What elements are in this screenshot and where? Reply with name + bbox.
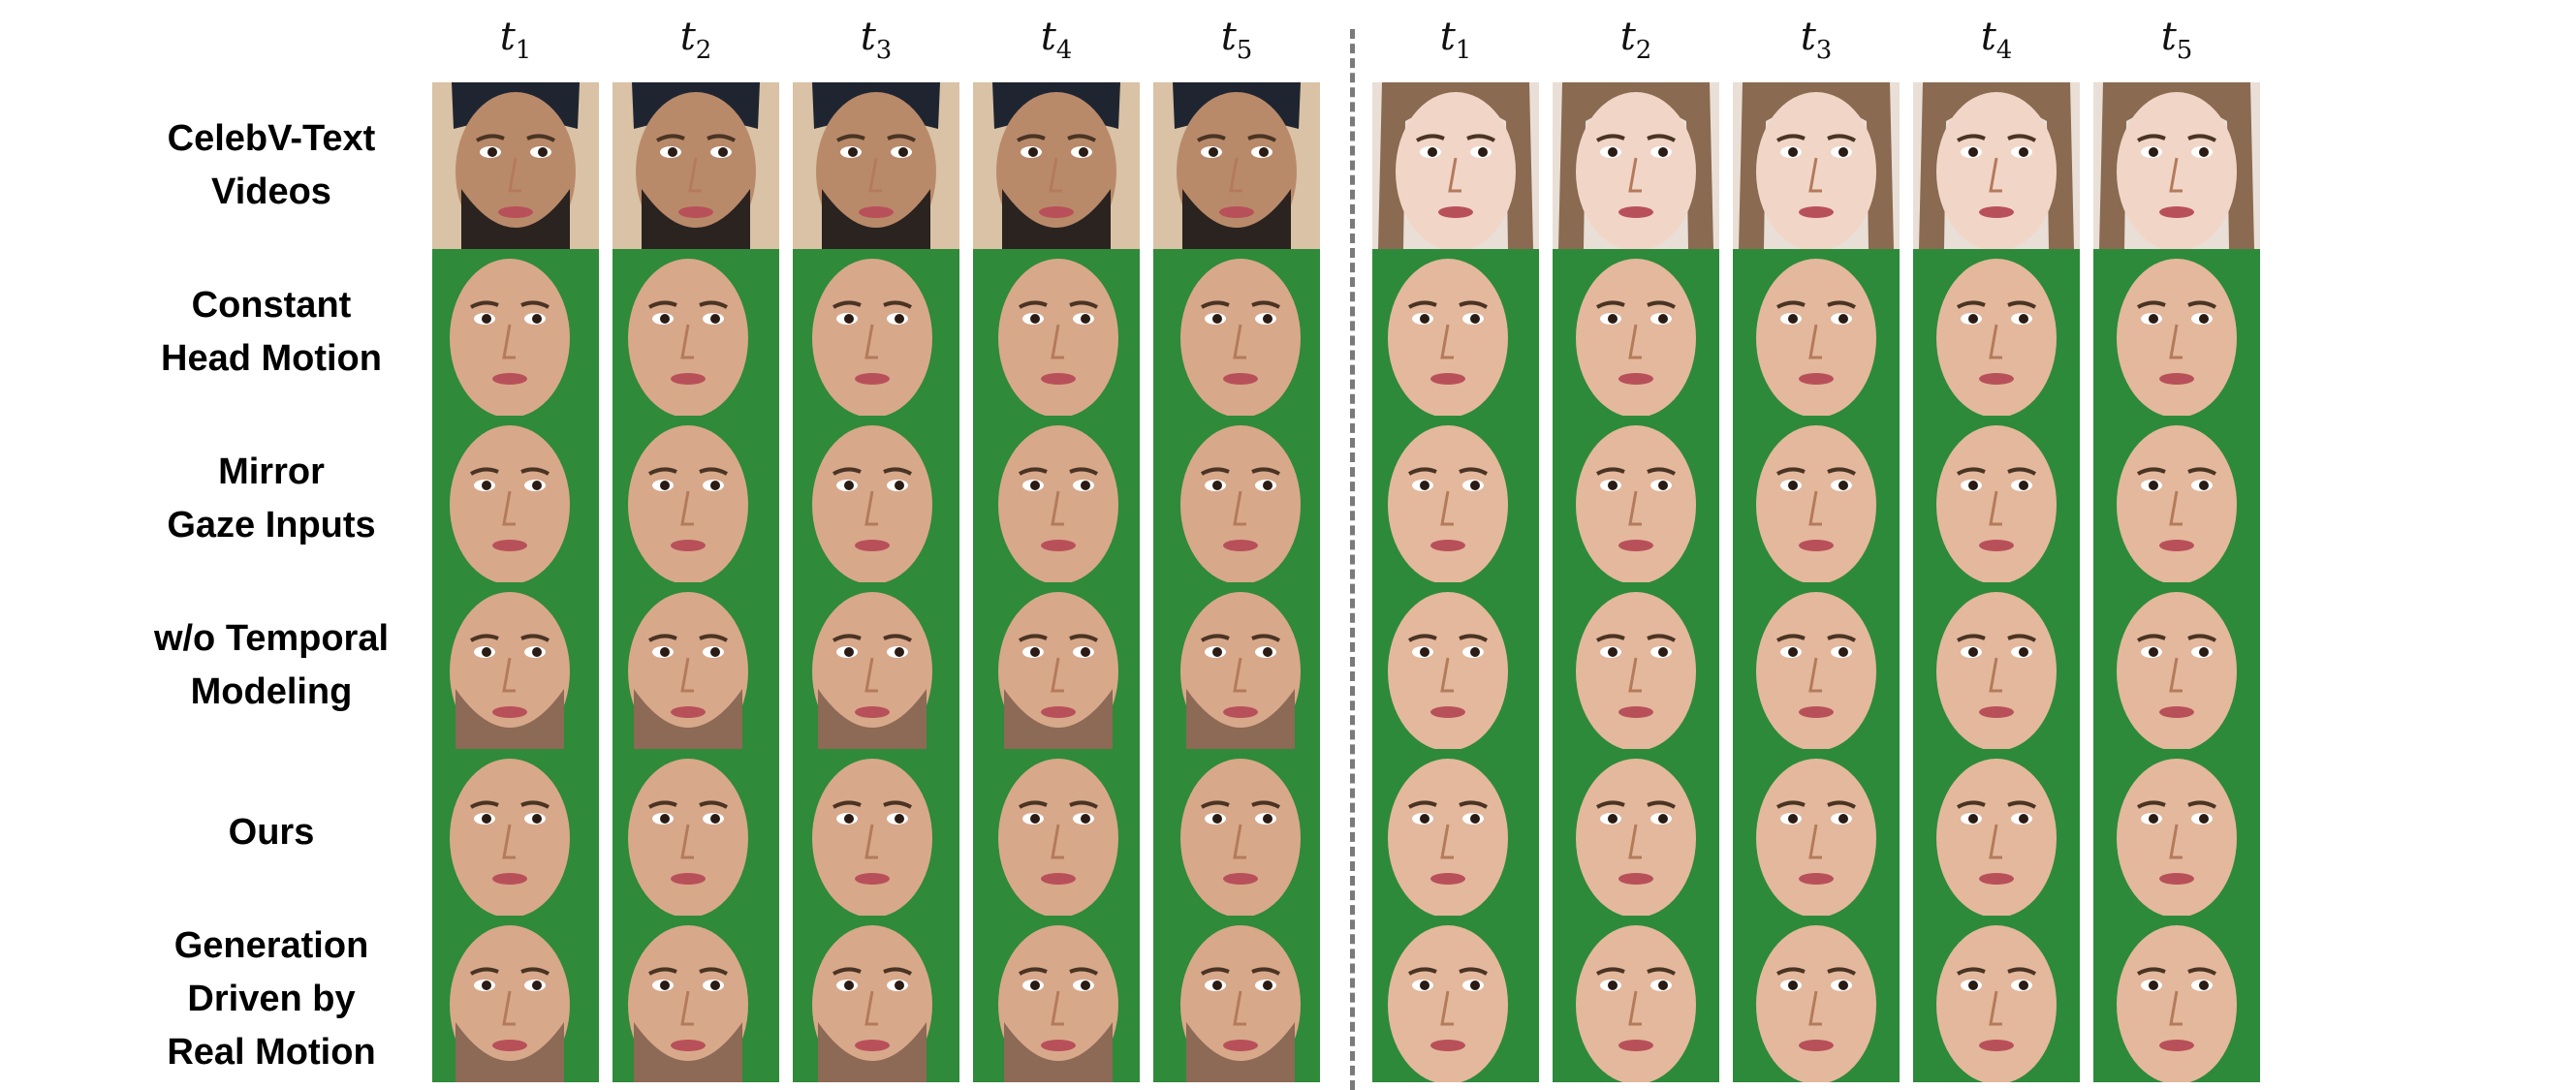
face-image-right-row3-col3 bbox=[1733, 416, 1900, 582]
face-image-left-row6-col4 bbox=[973, 916, 1140, 1082]
face-image-right-row4-col5 bbox=[2093, 582, 2260, 749]
face-image-left-row2-col4 bbox=[973, 249, 1140, 416]
group-divider bbox=[1350, 29, 1355, 1090]
face-image-left-row4-col2 bbox=[613, 582, 779, 749]
left-time-label-4: t4 bbox=[1040, 15, 1073, 65]
face-image-right-row4-col4 bbox=[1913, 582, 2080, 749]
left-time-label-5: t5 bbox=[1220, 15, 1253, 65]
face-image-right-row5-col1 bbox=[1372, 749, 1539, 916]
face-image-left-row1-col4 bbox=[973, 82, 1140, 249]
face-image-left-row6-col2 bbox=[613, 916, 779, 1082]
face-image-right-row6-col4 bbox=[1913, 916, 2080, 1082]
face-image-right-row6-col1 bbox=[1372, 916, 1539, 1082]
face-image-right-row6-col3 bbox=[1733, 916, 1900, 1082]
row-label-without-temporal-modeling: w/o Temporal Modeling bbox=[153, 618, 390, 712]
face-image-left-row1-col2 bbox=[613, 82, 779, 249]
left-time-label-3: t3 bbox=[860, 15, 893, 65]
face-image-right-row5-col5 bbox=[2093, 749, 2260, 916]
face-image-left-row6-col3 bbox=[793, 916, 959, 1082]
face-image-left-row6-col5 bbox=[1153, 916, 1320, 1082]
face-image-left-row3-col1 bbox=[432, 416, 599, 582]
face-image-left-row4-col1 bbox=[432, 582, 599, 749]
face-image-left-row1-col5 bbox=[1153, 82, 1320, 249]
face-image-left-row5-col4 bbox=[973, 749, 1140, 916]
right-time-label-1: t1 bbox=[1439, 15, 1472, 65]
face-image-left-row5-col3 bbox=[793, 749, 959, 916]
face-image-right-row1-col5 bbox=[2093, 82, 2260, 249]
face-image-left-row2-col2 bbox=[613, 249, 779, 416]
row-label-constant-head-motion: Constant Head Motion bbox=[161, 285, 382, 379]
face-image-right-row4-col2 bbox=[1553, 582, 1719, 749]
left-time-label-2: t2 bbox=[679, 15, 712, 65]
row-label-generation-driven-by-real-motion: Generation Driven by Real Motion bbox=[167, 924, 376, 1073]
right-time-label-4: t4 bbox=[1980, 15, 2013, 65]
left-time-label-1: t1 bbox=[499, 15, 532, 65]
face-image-right-row3-col5 bbox=[2093, 416, 2260, 582]
face-image-right-row5-col3 bbox=[1733, 749, 1900, 916]
right-time-label-2: t2 bbox=[1619, 15, 1652, 65]
face-image-right-row1-col4 bbox=[1913, 82, 2080, 249]
face-image-right-row1-col1 bbox=[1372, 82, 1539, 249]
face-image-right-row1-col2 bbox=[1553, 82, 1719, 249]
face-image-left-row2-col5 bbox=[1153, 249, 1320, 416]
face-image-left-row5-col5 bbox=[1153, 749, 1320, 916]
face-image-left-row6-col1 bbox=[432, 916, 599, 1082]
face-image-left-row2-col1 bbox=[432, 249, 599, 416]
face-image-left-row3-col2 bbox=[613, 416, 779, 582]
face-image-right-row4-col1 bbox=[1372, 582, 1539, 749]
face-image-left-row1-col3 bbox=[793, 82, 959, 249]
row-label-ours: Ours bbox=[228, 811, 315, 853]
face-image-left-row1-col1 bbox=[432, 82, 599, 249]
face-image-right-row1-col3 bbox=[1733, 82, 1900, 249]
face-image-right-row4-col3 bbox=[1733, 582, 1900, 749]
face-image-right-row5-col4 bbox=[1913, 749, 2080, 916]
face-image-right-row3-col4 bbox=[1913, 416, 2080, 582]
right-time-label-5: t5 bbox=[2160, 15, 2193, 65]
face-image-right-row3-col1 bbox=[1372, 416, 1539, 582]
face-image-right-row6-col5 bbox=[2093, 916, 2260, 1082]
face-image-left-row4-col5 bbox=[1153, 582, 1320, 749]
face-image-right-row6-col2 bbox=[1553, 916, 1719, 1082]
face-image-right-row2-col2 bbox=[1553, 249, 1719, 416]
face-image-right-row2-col4 bbox=[1913, 249, 2080, 416]
face-image-left-row3-col3 bbox=[793, 416, 959, 582]
face-image-right-row3-col2 bbox=[1553, 416, 1719, 582]
face-image-left-row2-col3 bbox=[793, 249, 959, 416]
face-image-right-row2-col1 bbox=[1372, 249, 1539, 416]
right-time-label-3: t3 bbox=[1800, 15, 1833, 65]
face-image-left-row4-col3 bbox=[793, 582, 959, 749]
face-image-left-row5-col1 bbox=[432, 749, 599, 916]
face-image-left-row5-col2 bbox=[613, 749, 779, 916]
row-label-mirror-gaze-inputs: Mirror Gaze Inputs bbox=[167, 452, 376, 545]
face-image-left-row3-col4 bbox=[973, 416, 1140, 582]
face-image-left-row3-col5 bbox=[1153, 416, 1320, 582]
face-image-right-row5-col2 bbox=[1553, 749, 1719, 916]
row-label-celebv-text-videos: CelebV-Text Videos bbox=[167, 118, 376, 212]
face-image-left-row4-col4 bbox=[973, 582, 1140, 749]
face-image-right-row2-col3 bbox=[1733, 249, 1900, 416]
face-image-right-row2-col5 bbox=[2093, 249, 2260, 416]
